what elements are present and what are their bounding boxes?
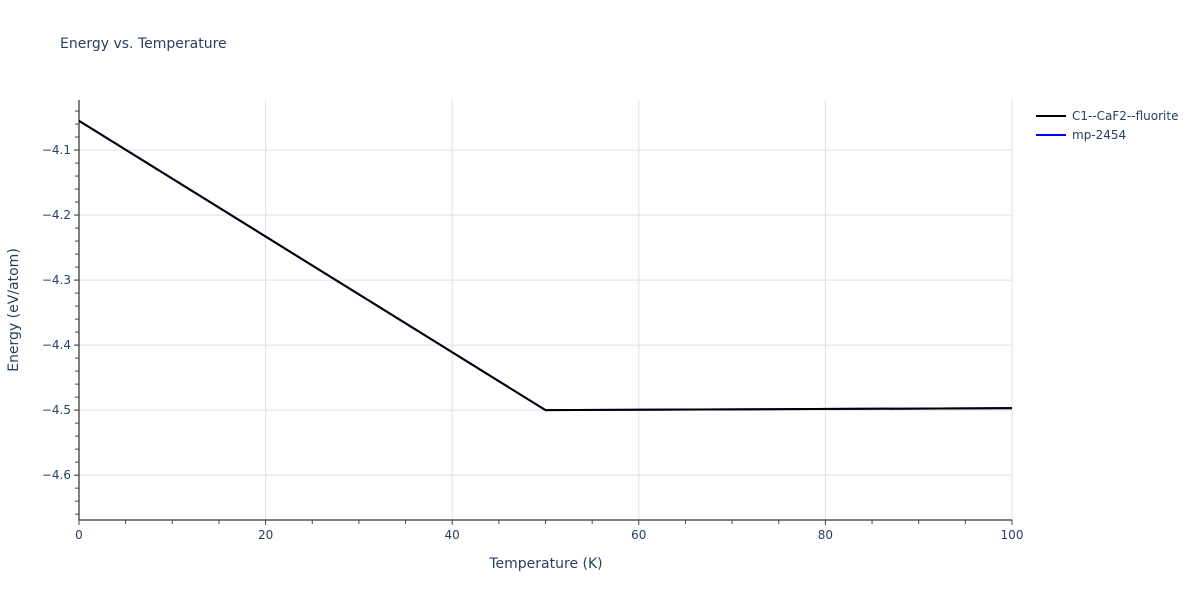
svg-text:0: 0 [75, 528, 83, 542]
svg-text:−4.4: −4.4 [42, 338, 71, 352]
legend-label: C1--CaF2--fluorite [1072, 108, 1179, 123]
svg-text:−4.3: −4.3 [42, 273, 71, 287]
svg-text:20: 20 [258, 528, 273, 542]
svg-text:40: 40 [445, 528, 460, 542]
legend-label: mp-2454 [1072, 127, 1127, 142]
gridlines [79, 100, 1013, 520]
svg-text:−4.2: −4.2 [42, 208, 71, 222]
legend: C1--CaF2--fluorite mp-2454 [1036, 106, 1178, 144]
svg-text:−4.1: −4.1 [42, 143, 71, 157]
x-axis-title: Temperature (K) [488, 556, 602, 572]
legend-line-swatch-black [1036, 114, 1066, 117]
svg-text:80: 80 [818, 528, 833, 542]
svg-text:−4.5: −4.5 [42, 403, 71, 417]
legend-item-mp-2454[interactable]: mp-2454 [1036, 125, 1178, 144]
svg-text:60: 60 [631, 528, 646, 542]
y-axis-title: Energy (eV/atom) [6, 248, 22, 372]
svg-text:−4.6: −4.6 [42, 468, 71, 482]
axes: 0 20 40 60 80 100 −4.1 −4.2 −4.3 −4.4 −4.5 −4.6 [42, 100, 1024, 542]
legend-line-swatch-blue [1036, 133, 1066, 136]
chart-title: Energy vs. Temperature [60, 36, 227, 52]
svg-text:100: 100 [1001, 528, 1024, 542]
series-lines [78, 119, 1013, 412]
legend-item-c1-caf2-fluorite[interactable]: C1--CaF2--fluorite [1036, 106, 1178, 125]
